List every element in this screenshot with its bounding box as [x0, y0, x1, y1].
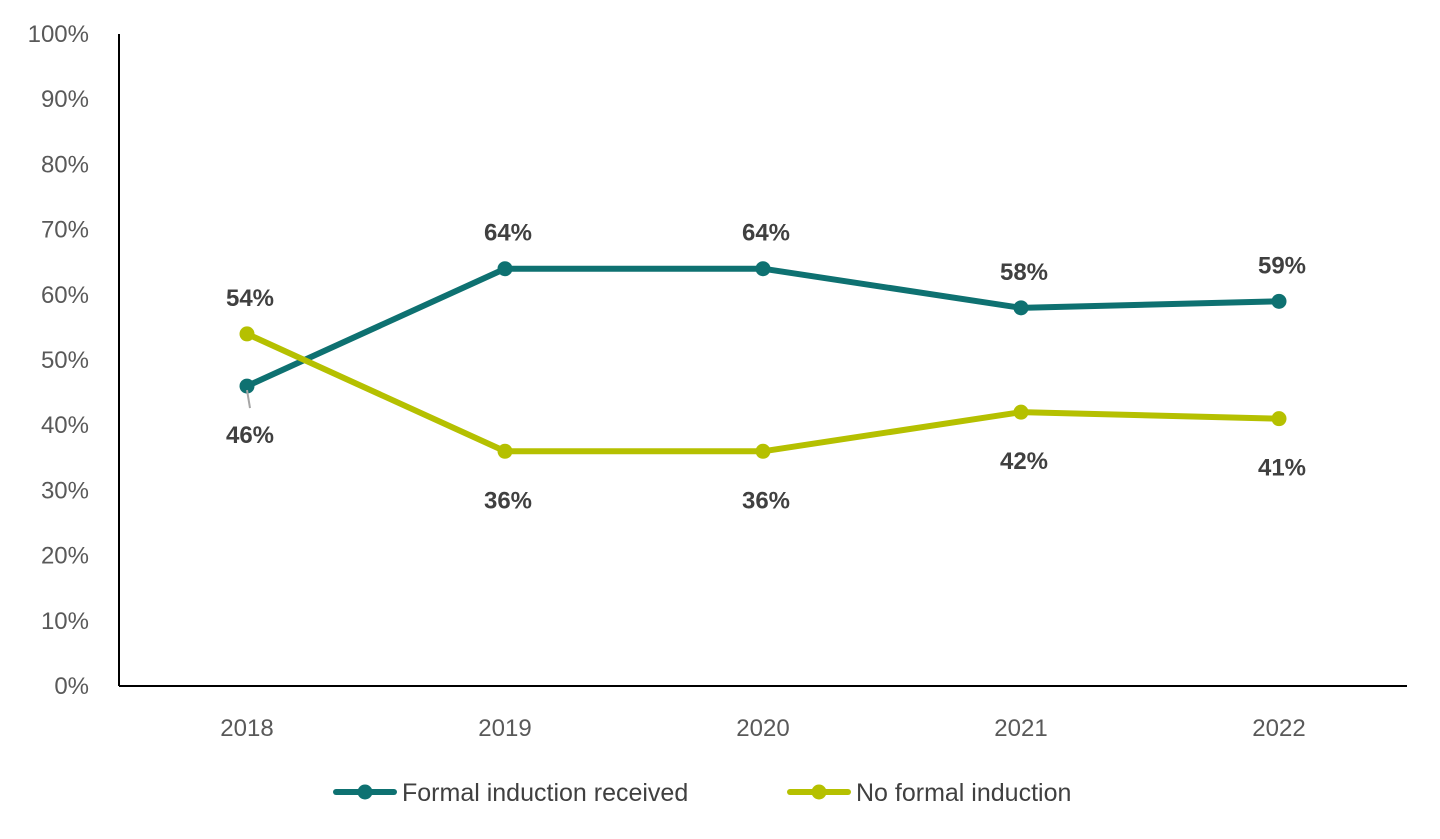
leader-line — [246, 389, 251, 409]
x-tick-label: 2020 — [736, 715, 789, 742]
data-label: 42% — [1000, 448, 1048, 475]
legend: Formal induction received No formal induc… — [333, 779, 1071, 807]
data-label: 36% — [484, 487, 532, 514]
data-point — [1013, 404, 1029, 420]
y-axis-ticks: 0% 10% 20% 30% 40% 50% 60% 70% 80% 90% 100% — [28, 21, 89, 700]
data-label: 59% — [1258, 252, 1306, 279]
legend-label: No formal induction — [856, 779, 1071, 807]
y-tick-label: 70% — [41, 217, 89, 244]
y-tick-label: 50% — [41, 347, 89, 374]
data-point — [497, 261, 513, 277]
data-label: 36% — [742, 487, 790, 514]
series-layer — [239, 261, 1287, 459]
data-point — [239, 326, 255, 342]
y-tick-label: 30% — [41, 477, 89, 504]
x-tick-label: 2021 — [994, 715, 1047, 742]
data-point — [1271, 411, 1287, 427]
y-tick-label: 80% — [41, 151, 89, 178]
legend-swatch-marker — [811, 784, 827, 800]
y-tick-label: 0% — [54, 673, 89, 700]
data-label: 64% — [484, 220, 532, 247]
data-point — [239, 378, 255, 394]
data-label: 41% — [1258, 455, 1306, 482]
x-tick-label: 2019 — [478, 715, 531, 742]
y-tick-label: 100% — [28, 21, 89, 48]
data-labels-layer: 46% 64% 64% 58% 59% 54% 36% 36% 42% 41% — [226, 220, 1306, 515]
data-point — [755, 261, 771, 277]
data-label: 46% — [226, 422, 274, 449]
y-tick-label: 20% — [41, 543, 89, 570]
data-point — [1271, 293, 1287, 309]
series-1 — [239, 261, 1287, 394]
series-2 — [239, 326, 1287, 459]
data-label: 58% — [1000, 259, 1048, 286]
y-tick-label: 60% — [41, 282, 89, 309]
y-tick-label: 40% — [41, 412, 89, 439]
series-line — [244, 330, 1282, 455]
legend-swatch-marker — [357, 784, 373, 800]
x-axis-ticks: 2018 2019 2020 2021 2022 — [220, 715, 1305, 742]
legend-label: Formal induction received — [402, 779, 688, 807]
data-label: 54% — [226, 285, 274, 312]
y-tick-label: 90% — [41, 86, 89, 113]
legend-item-2: No formal induction — [787, 779, 1071, 807]
series-line — [244, 265, 1282, 390]
x-tick-label: 2018 — [220, 715, 273, 742]
data-label: 64% — [742, 220, 790, 247]
data-point — [1013, 300, 1029, 316]
data-point — [497, 443, 513, 459]
x-tick-label: 2022 — [1252, 715, 1305, 742]
y-tick-label: 10% — [41, 608, 89, 635]
data-point — [755, 443, 771, 459]
legend-item-1: Formal induction received — [333, 779, 688, 807]
